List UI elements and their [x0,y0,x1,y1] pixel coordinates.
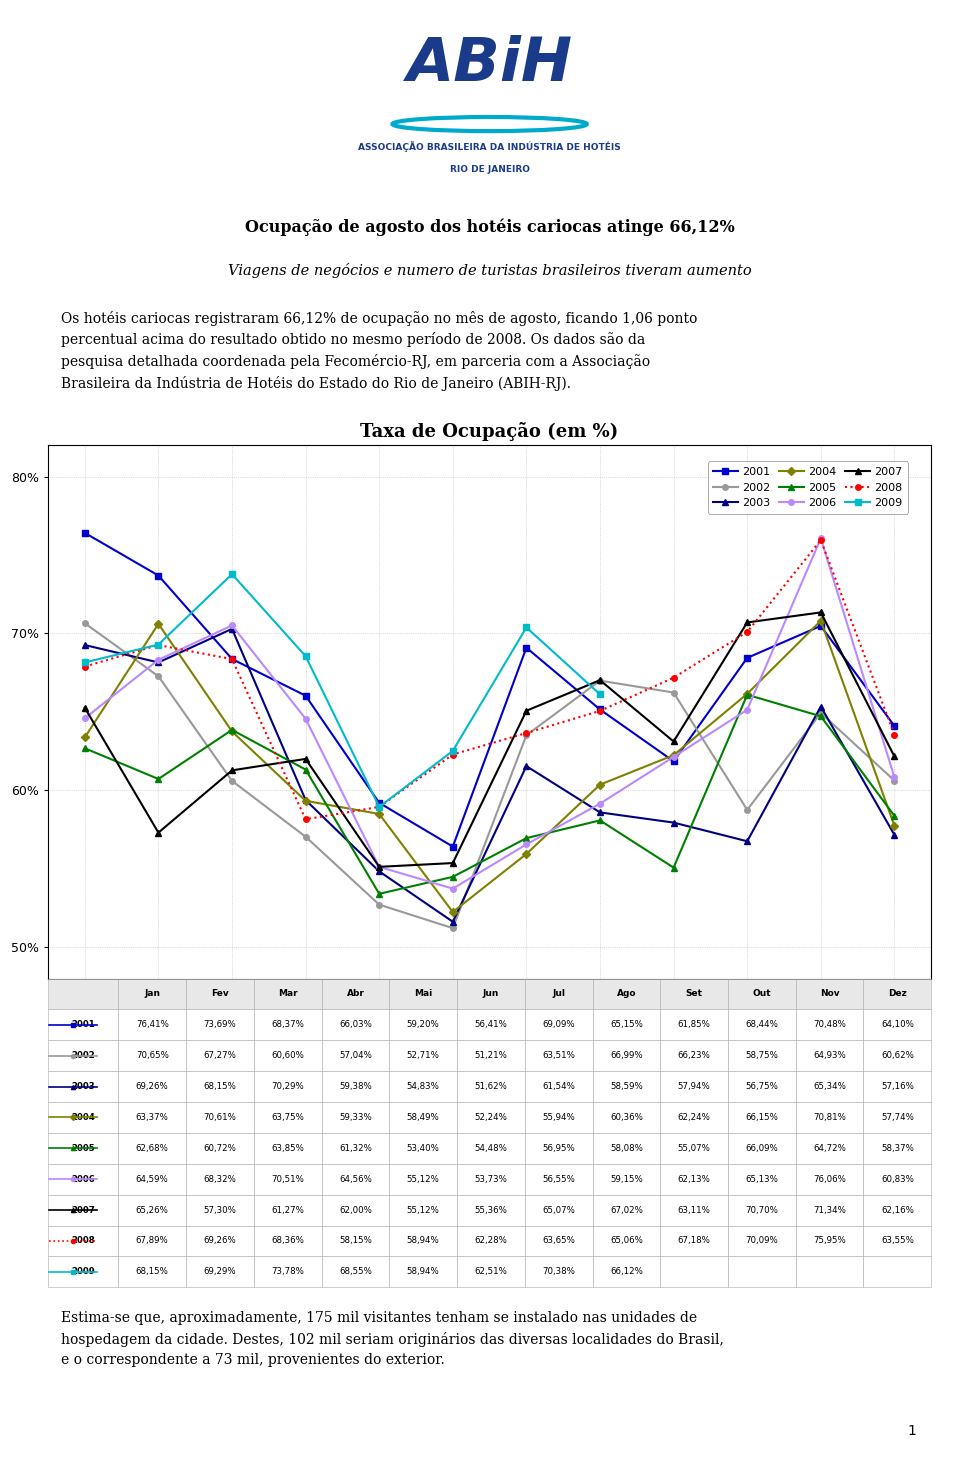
Text: 1: 1 [907,1424,917,1438]
Text: RIO DE JANEIRO: RIO DE JANEIRO [449,165,530,175]
Text: Viagens de negócios e numero de turistas brasileiros tiveram aumento: Viagens de negócios e numero de turistas… [228,263,752,279]
Legend: 2001, 2002, 2003, 2004, 2005, 2006, 2007, 2008, 2009: 2001, 2002, 2003, 2004, 2005, 2006, 2007… [708,461,908,514]
Text: Os hotéis cariocas registraram 66,12% de ocupação no mês de agosto, ficando 1,06: Os hotéis cariocas registraram 66,12% de… [61,311,698,391]
Text: ASSOCIAÇÃO BRASILEIRA DA INDÚSTRIA DE HOTÉIS: ASSOCIAÇÃO BRASILEIRA DA INDÚSTRIA DE HO… [358,142,621,152]
Text: Ocupação de agosto dos hotéis cariocas atinge 66,12%: Ocupação de agosto dos hotéis cariocas a… [245,219,734,237]
Text: Estima-se que, aproximadamente, 175 mil visitantes tenham se instalado nas unida: Estima-se que, aproximadamente, 175 mil … [61,1311,724,1367]
Text: ABiH: ABiH [407,35,572,93]
Title: Taxa de Ocupação (em %): Taxa de Ocupação (em %) [360,422,619,441]
